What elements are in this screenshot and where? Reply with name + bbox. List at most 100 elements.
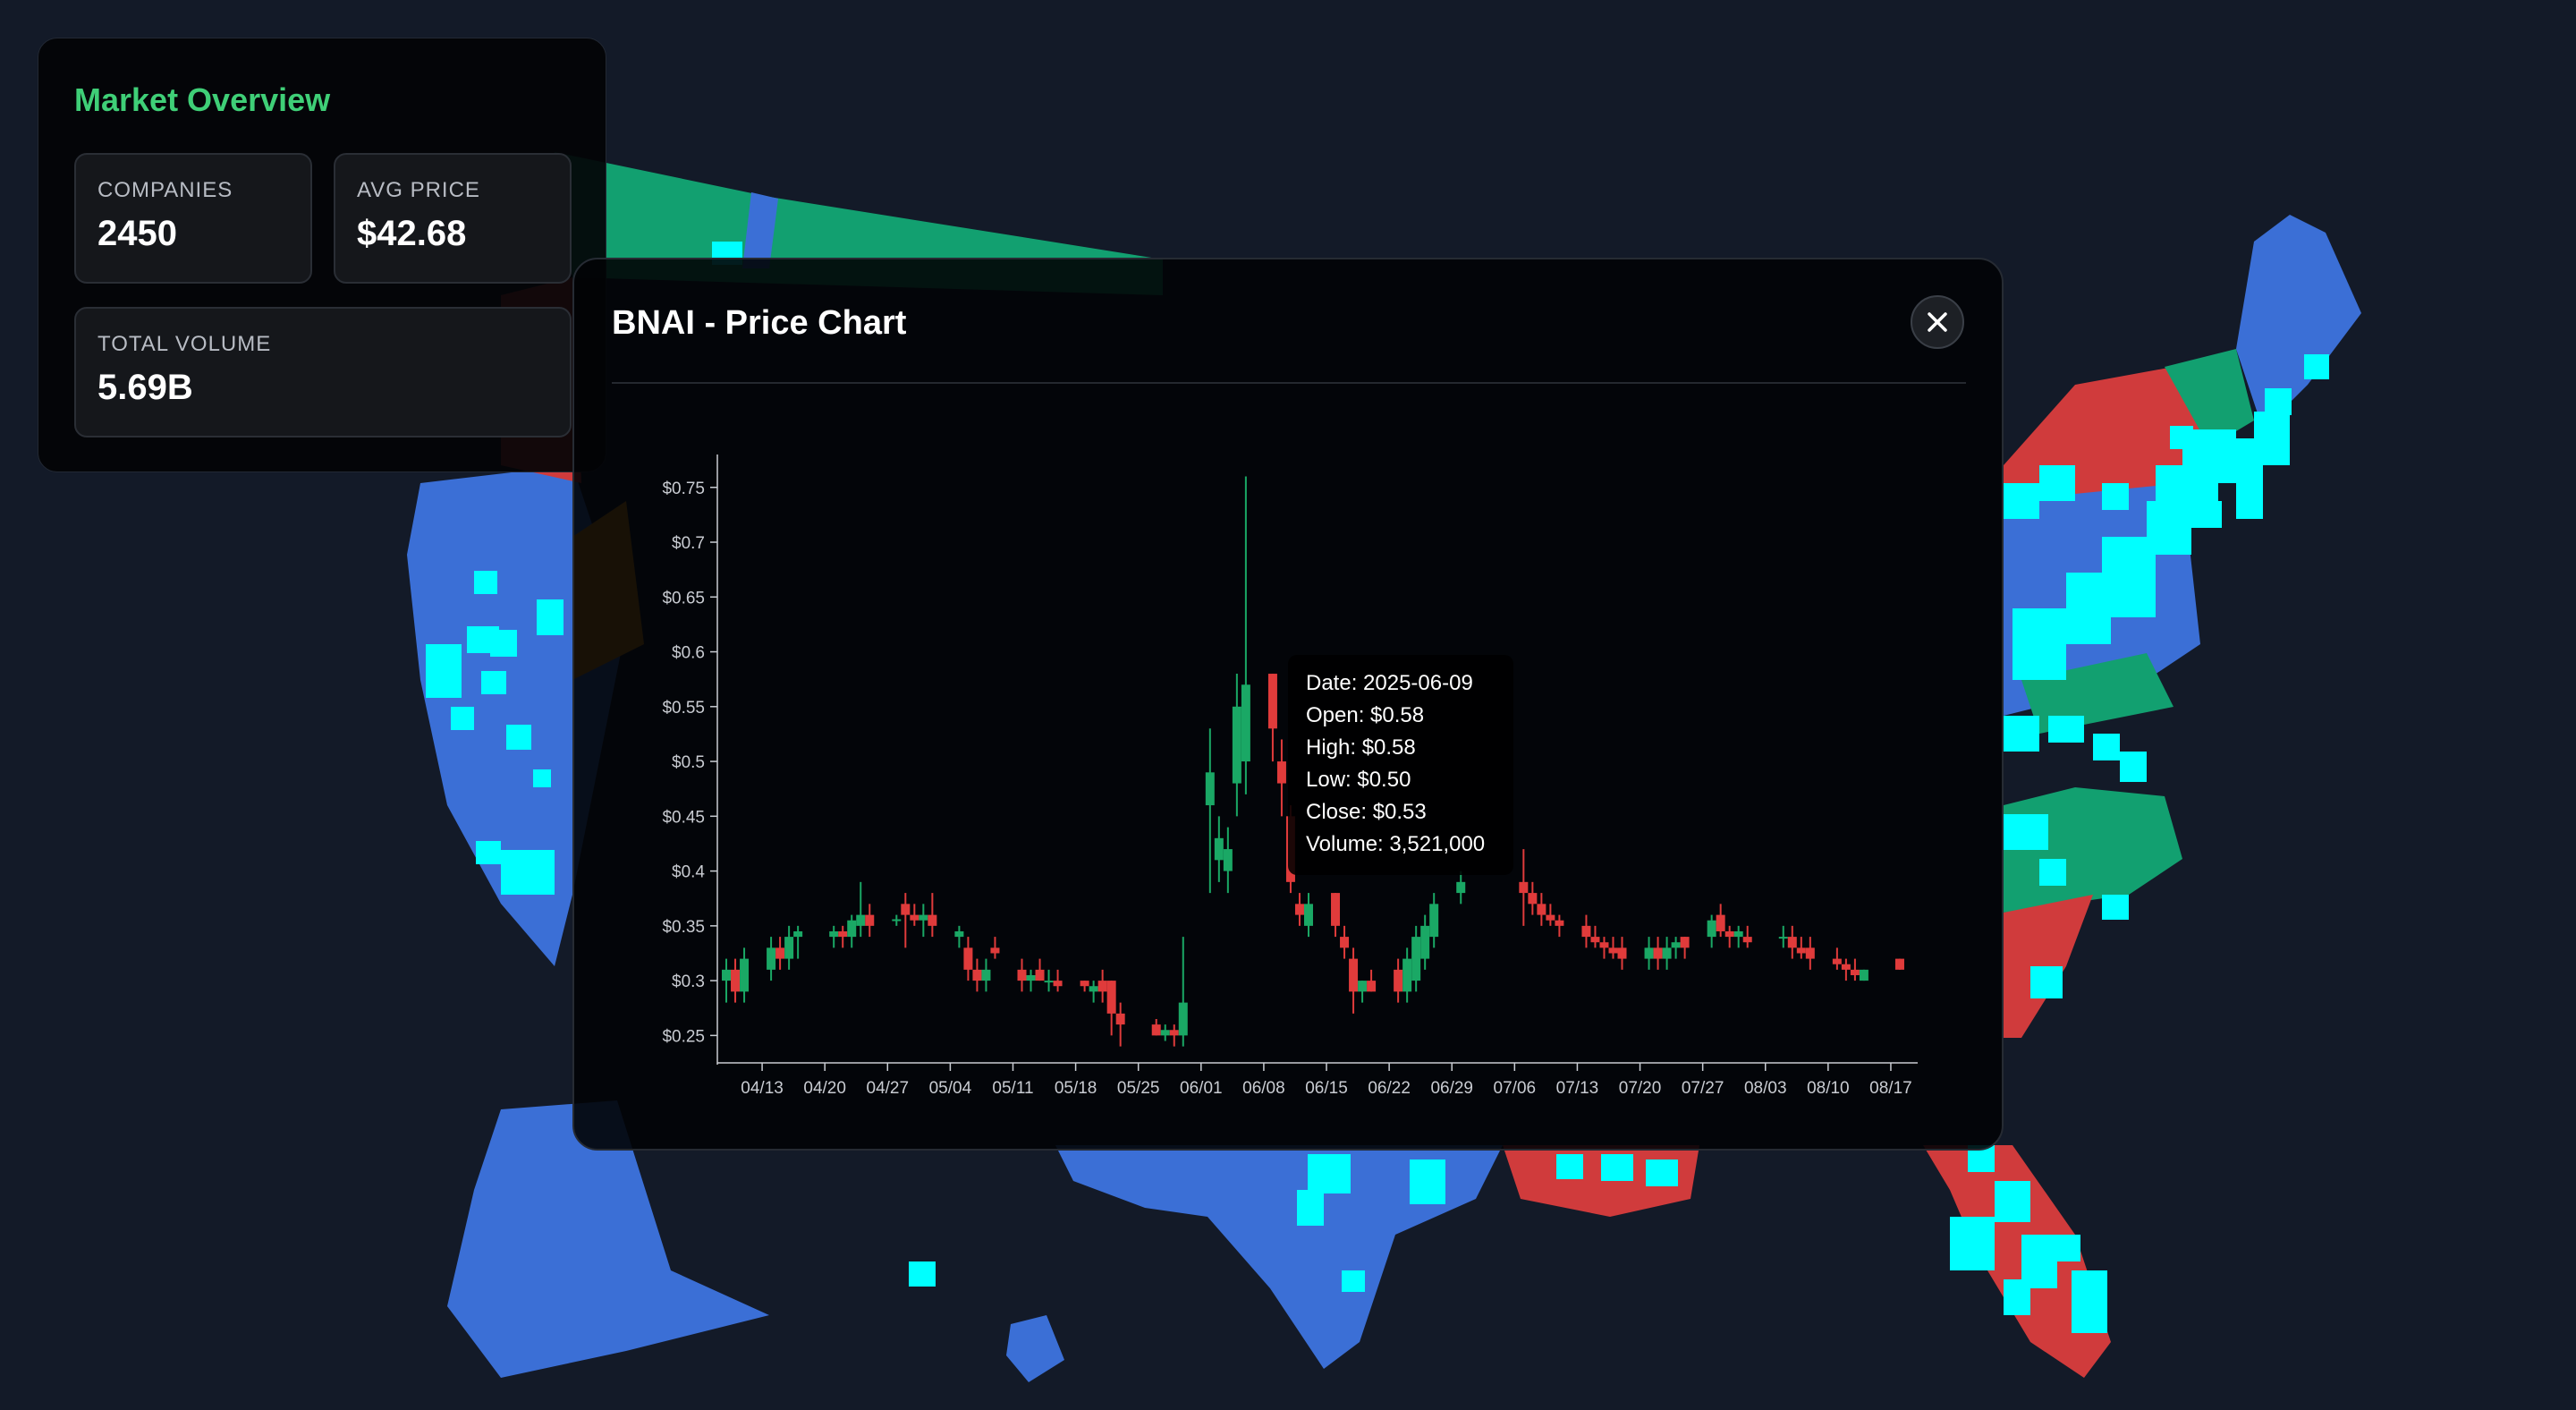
- candle[interactable]: [1429, 893, 1439, 948]
- candle[interactable]: [1080, 981, 1089, 992]
- candle[interactable]: [847, 914, 857, 948]
- candle[interactable]: [829, 925, 839, 948]
- candle[interactable]: [767, 937, 776, 981]
- candle[interactable]: [1115, 1002, 1125, 1047]
- candle[interactable]: [1402, 947, 1412, 1003]
- candle[interactable]: [892, 914, 902, 926]
- candle[interactable]: [1223, 827, 1233, 894]
- candle-body: [1617, 947, 1627, 959]
- candle[interactable]: [1662, 937, 1672, 970]
- candle[interactable]: [1716, 904, 1725, 938]
- candle[interactable]: [1644, 937, 1654, 970]
- candle[interactable]: [1850, 958, 1860, 981]
- candle[interactable]: [1519, 849, 1529, 926]
- candle[interactable]: [1787, 925, 1797, 959]
- company-marker: [2004, 1279, 2030, 1315]
- y-tick-label: $0.7: [672, 534, 705, 553]
- candle-tooltip: Date: 2025-06-09 Open: $0.58 High: $0.58…: [1288, 655, 1513, 875]
- candle[interactable]: [1733, 925, 1743, 948]
- candle[interactable]: [981, 958, 991, 992]
- candle[interactable]: [1537, 893, 1546, 926]
- candle[interactable]: [1169, 1024, 1179, 1047]
- candle[interactable]: [1742, 925, 1752, 948]
- candle-body: [1742, 937, 1752, 943]
- candle[interactable]: [972, 958, 982, 992]
- candle[interactable]: [1608, 937, 1618, 959]
- candle[interactable]: [1241, 476, 1250, 794]
- candle[interactable]: [1724, 925, 1734, 948]
- candle[interactable]: [910, 904, 919, 926]
- candle[interactable]: [1214, 816, 1224, 882]
- candle-body: [1053, 981, 1063, 987]
- candle[interactable]: [928, 893, 937, 938]
- candle[interactable]: [1349, 947, 1359, 1014]
- candle[interactable]: [1617, 937, 1627, 970]
- candle[interactable]: [784, 925, 794, 970]
- candle[interactable]: [1106, 981, 1116, 1036]
- candle[interactable]: [1456, 871, 1466, 905]
- candle[interactable]: [1232, 674, 1241, 817]
- candle[interactable]: [1160, 1024, 1170, 1041]
- candle[interactable]: [919, 904, 928, 938]
- candle[interactable]: [1599, 937, 1609, 959]
- candle[interactable]: [1546, 904, 1555, 926]
- candle[interactable]: [740, 947, 750, 1003]
- candle[interactable]: [722, 958, 732, 1003]
- candle[interactable]: [731, 958, 741, 1003]
- candle[interactable]: [990, 937, 1000, 959]
- candle[interactable]: [1671, 937, 1681, 959]
- candle[interactable]: [1151, 1018, 1161, 1036]
- candle[interactable]: [1805, 937, 1815, 970]
- candle[interactable]: [1420, 914, 1430, 970]
- candle[interactable]: [963, 937, 973, 981]
- y-tick-label: $0.45: [662, 808, 705, 827]
- candle[interactable]: [793, 925, 803, 959]
- candle[interactable]: [1178, 937, 1188, 1047]
- candle[interactable]: [1680, 937, 1690, 959]
- candle[interactable]: [1778, 925, 1788, 948]
- candle[interactable]: [1590, 925, 1600, 948]
- candle[interactable]: [1053, 969, 1063, 992]
- candle[interactable]: [1358, 981, 1368, 1003]
- candle[interactable]: [1303, 893, 1313, 938]
- candle[interactable]: [1294, 893, 1304, 926]
- close-button[interactable]: [1911, 295, 1964, 349]
- candle[interactable]: [1707, 914, 1716, 948]
- alaska-region: [447, 1100, 769, 1378]
- candle[interactable]: [901, 893, 911, 948]
- candle[interactable]: [1097, 969, 1107, 1003]
- candle[interactable]: [1555, 914, 1564, 938]
- candle[interactable]: [1367, 969, 1377, 992]
- candle[interactable]: [1205, 728, 1215, 894]
- candle[interactable]: [1859, 969, 1868, 981]
- candle[interactable]: [1267, 674, 1277, 762]
- candle[interactable]: [1044, 969, 1054, 992]
- candle-body: [919, 914, 928, 921]
- candle[interactable]: [1841, 958, 1851, 981]
- candle[interactable]: [1026, 969, 1036, 992]
- candle[interactable]: [1528, 881, 1538, 915]
- candle[interactable]: [1653, 937, 1663, 970]
- candle[interactable]: [1832, 947, 1842, 970]
- x-tick-label: 08/03: [1744, 1079, 1787, 1098]
- candle-body: [1707, 920, 1716, 938]
- candle[interactable]: [1089, 981, 1098, 1003]
- candle[interactable]: [775, 937, 785, 970]
- candle[interactable]: [1340, 925, 1350, 959]
- candle[interactable]: [1796, 937, 1806, 959]
- candle[interactable]: [1894, 958, 1904, 970]
- candle[interactable]: [954, 925, 964, 948]
- candle[interactable]: [1035, 958, 1045, 981]
- candle[interactable]: [1331, 893, 1341, 938]
- candle[interactable]: [1581, 914, 1591, 948]
- candle[interactable]: [865, 904, 875, 938]
- candle-body: [1169, 1030, 1179, 1036]
- candle[interactable]: [1394, 958, 1403, 1003]
- candle[interactable]: [1276, 739, 1286, 817]
- candle[interactable]: [1411, 925, 1421, 992]
- candle-body: [1778, 937, 1788, 939]
- candle[interactable]: [856, 881, 866, 938]
- candle[interactable]: [1017, 958, 1027, 992]
- x-tick-label: 05/25: [1117, 1079, 1160, 1098]
- candle[interactable]: [838, 925, 848, 948]
